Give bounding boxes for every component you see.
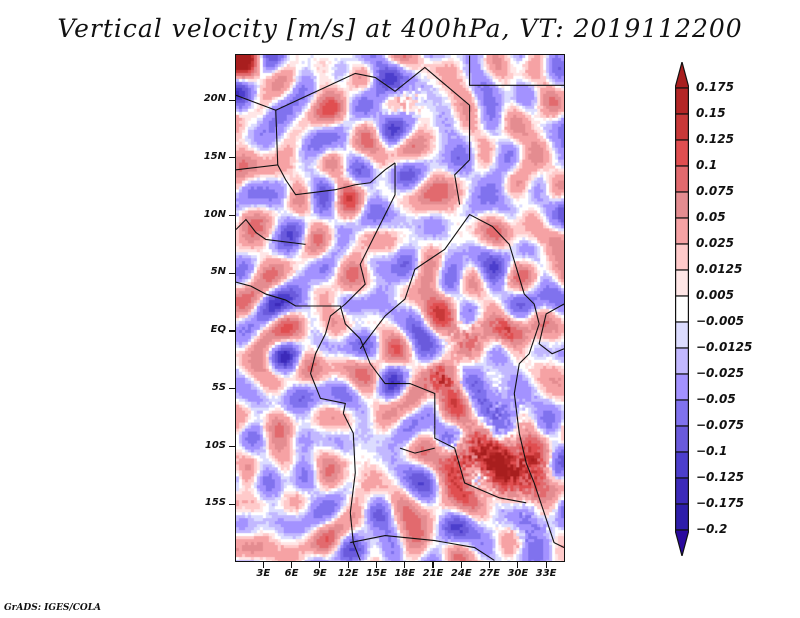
boundary-line xyxy=(236,218,306,245)
boundary-line xyxy=(236,281,311,307)
y-tick-mark xyxy=(229,445,235,448)
colorbar-box xyxy=(675,191,689,219)
colorbar-level-label: −0.2 xyxy=(696,522,728,536)
boundary-line xyxy=(359,213,525,350)
colorbar-box xyxy=(675,451,689,479)
boundary-line xyxy=(324,162,396,334)
colorbar-level-label: 0.0125 xyxy=(696,262,743,276)
colorbar-level-label: −0.025 xyxy=(696,366,745,380)
colorbar-level-label: 0.15 xyxy=(696,106,726,120)
boundary-line xyxy=(310,305,436,426)
x-tick-mark xyxy=(347,562,349,568)
x-tick-label: 24E xyxy=(450,568,472,579)
boundary-line xyxy=(236,94,279,171)
chart-title: Vertical velocity [m/s] at 400hPa, VT: 2… xyxy=(57,14,743,43)
colorbar-level-label: −0.05 xyxy=(696,392,736,406)
boundary-line xyxy=(434,425,527,504)
y-tick-label: 15S xyxy=(204,497,226,509)
x-tick-mark xyxy=(432,562,434,568)
x-tick-label: 30E xyxy=(507,568,529,579)
x-tick-mark xyxy=(290,562,293,568)
y-tick-label: 10S xyxy=(204,439,226,451)
colorbar-level-label: −0.0125 xyxy=(696,340,753,354)
colorbar-under-triangle xyxy=(675,529,689,556)
grads-credit: GrADS: IGES/COLA xyxy=(4,603,102,613)
x-tick-mark xyxy=(545,562,547,568)
colorbar-box xyxy=(675,113,689,141)
y-tick-mark xyxy=(229,503,235,505)
boundary-line xyxy=(399,447,435,454)
y-tick-label: 15N xyxy=(203,150,226,162)
x-tick-mark xyxy=(375,562,378,568)
x-tick-mark xyxy=(460,562,462,568)
x-tick-label: 33E xyxy=(535,568,557,579)
colorbar-box xyxy=(675,477,689,505)
x-tick-mark xyxy=(488,562,491,568)
x-tick-label: 12E xyxy=(337,568,359,579)
colorbar-level-label: 0.05 xyxy=(696,210,726,224)
colorbar-box xyxy=(675,87,689,115)
colorbar-box xyxy=(675,243,689,271)
y-tick-label: 20N xyxy=(203,93,226,105)
colorbar-box xyxy=(675,165,689,193)
colorbar-level-label: 0.125 xyxy=(696,132,734,146)
colorbar-box xyxy=(675,347,689,375)
x-tick-mark xyxy=(319,562,321,568)
y-tick-mark xyxy=(229,157,235,159)
x-tick-label: 18E xyxy=(394,568,416,579)
colorbar-level-label: −0.005 xyxy=(696,314,745,328)
boundary-line xyxy=(309,333,346,414)
boundary-line xyxy=(469,55,564,86)
colorbar-box xyxy=(675,295,689,323)
x-tick-label: 3E xyxy=(256,568,271,579)
x-tick-label: 9E xyxy=(312,568,327,579)
colorbar xyxy=(675,62,689,556)
boundary-line xyxy=(277,162,396,196)
colorbar-box xyxy=(675,269,689,297)
colorbar-level-label: 0.005 xyxy=(696,288,734,302)
colorbar-level-label: −0.125 xyxy=(696,470,745,484)
x-tick-mark xyxy=(404,562,406,568)
colorbar-level-label: 0.025 xyxy=(696,236,734,250)
colorbar-level-label: −0.075 xyxy=(696,418,745,432)
boundary-line xyxy=(525,462,564,549)
x-tick-label: 27E xyxy=(479,568,500,579)
boundary-line xyxy=(342,413,361,561)
colorbar-box xyxy=(675,503,689,531)
y-tick-mark xyxy=(229,330,235,332)
x-tick-label: 6E xyxy=(284,568,299,579)
colorbar-box xyxy=(675,217,689,245)
boundary-line xyxy=(538,303,564,355)
colorbar-box xyxy=(675,425,689,453)
colorbar-box xyxy=(675,139,689,167)
boundary-line xyxy=(350,535,495,561)
y-tick-mark xyxy=(229,99,235,101)
y-tick-label: 5N xyxy=(210,266,226,278)
colorbar-box xyxy=(675,399,689,427)
colorbar-level-label: 0.1 xyxy=(696,158,718,172)
x-tick-label: 15E xyxy=(366,568,387,579)
x-tick-mark xyxy=(262,562,264,568)
colorbar-over-triangle xyxy=(675,62,689,89)
vertical-velocity-field xyxy=(236,55,564,561)
boundary-line xyxy=(275,66,471,160)
country-boundaries xyxy=(236,55,564,561)
colorbar-box xyxy=(675,321,689,349)
y-tick-mark xyxy=(229,388,235,390)
colorbar-level-label: −0.175 xyxy=(696,496,745,510)
colorbar-level-label: −0.1 xyxy=(696,444,728,458)
x-tick-mark xyxy=(517,562,519,568)
y-tick-label: 10N xyxy=(203,208,226,220)
boundary-line xyxy=(454,159,470,205)
x-tick-label: 21E xyxy=(422,568,444,579)
y-tick-mark xyxy=(229,272,235,274)
boundary-line xyxy=(513,293,540,464)
y-tick-label: EQ xyxy=(210,324,226,336)
map-plot-area xyxy=(235,54,565,562)
y-tick-mark xyxy=(229,215,235,217)
colorbar-level-label: 0.075 xyxy=(696,184,734,198)
colorbar-box xyxy=(675,373,689,401)
colorbar-level-label: 0.175 xyxy=(696,80,734,94)
y-tick-label: 5S xyxy=(211,381,226,393)
